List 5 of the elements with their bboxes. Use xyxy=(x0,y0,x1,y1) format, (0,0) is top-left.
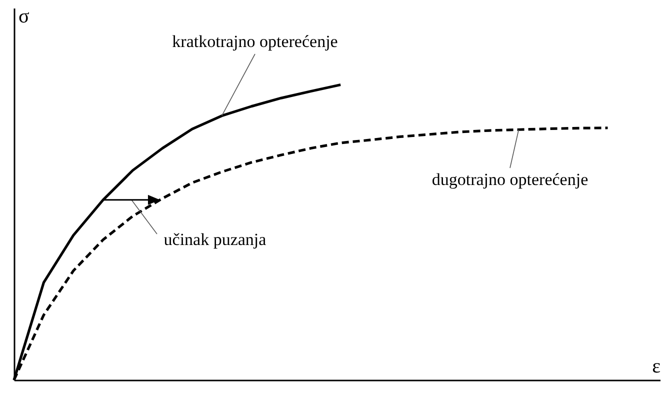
y-axis-title: σ xyxy=(18,6,30,28)
annotation: dugotrajno opterećenje xyxy=(432,170,588,189)
x-axis-title: ε xyxy=(652,356,660,378)
text: kratkotrajno opterećenje xyxy=(172,32,338,51)
annotation: učinak puzanja xyxy=(164,230,267,249)
